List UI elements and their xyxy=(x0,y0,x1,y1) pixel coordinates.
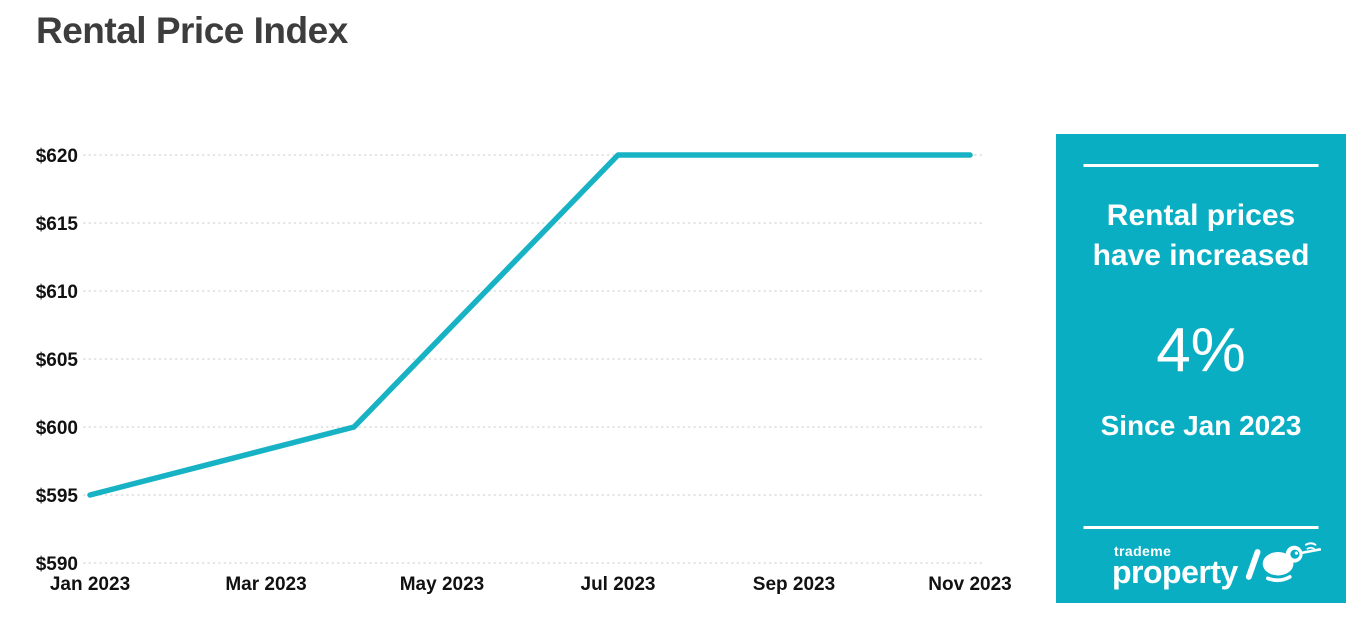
y-axis-label: $615 xyxy=(36,214,79,235)
panel-bottom-divider xyxy=(1083,526,1319,529)
panel-headline: Rental prices have increased xyxy=(1092,199,1310,272)
y-axis-label: $595 xyxy=(36,486,79,507)
page-title: Rental Price Index xyxy=(36,10,348,51)
x-axis-label: Mar 2023 xyxy=(225,574,306,595)
logo-property-text: property xyxy=(1112,554,1238,590)
y-axis-label: $610 xyxy=(36,282,78,303)
y-axis-label: $605 xyxy=(36,350,79,371)
panel-top-divider xyxy=(1083,164,1319,167)
x-axis-label: Sep 2023 xyxy=(753,574,835,595)
y-axis-label: $590 xyxy=(36,554,78,575)
kiwi-icon xyxy=(1245,542,1321,583)
trademe-property-logo: trademe property xyxy=(1112,540,1322,588)
rental-price-line-chart: $590 $595 $600 $605 $610 $615 $620 Jan 2023 Mar … xyxy=(36,146,1012,595)
x-axis-label: Nov 2023 xyxy=(928,574,1011,595)
stat-value: 4% xyxy=(1156,316,1246,385)
x-axis-label: Jan 2023 xyxy=(50,574,130,595)
x-axis-label: May 2023 xyxy=(400,574,485,595)
stat-subheading: Since Jan 2023 xyxy=(1100,410,1302,441)
y-axis-label: $600 xyxy=(36,418,78,439)
logo-trademe-text: trademe xyxy=(1114,543,1172,559)
x-axis-label: Jul 2023 xyxy=(581,574,656,595)
y-axis-label: $620 xyxy=(36,146,78,167)
logo-wordmark: trademe property xyxy=(1112,544,1238,588)
price-line xyxy=(87,152,973,498)
summary-panel: Rental prices have increased 4% Since Ja… xyxy=(1056,134,1346,603)
